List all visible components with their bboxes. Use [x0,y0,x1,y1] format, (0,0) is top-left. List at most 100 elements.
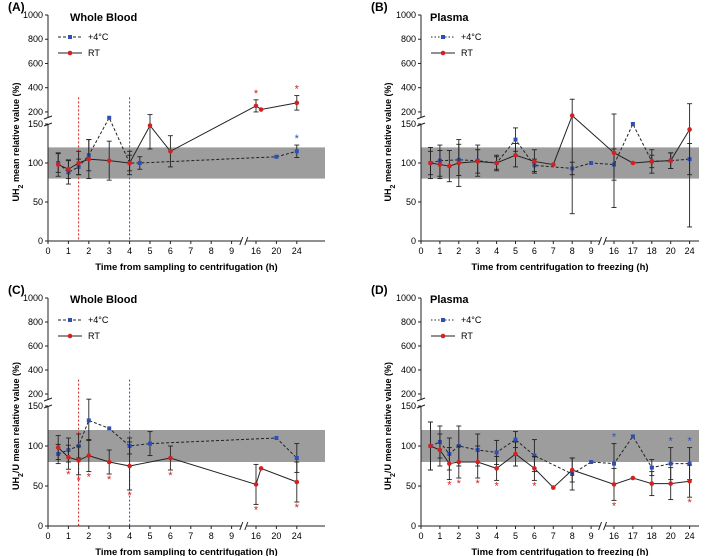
y-tick-label: 150 [401,119,416,129]
reference-band [48,147,325,179]
data-point [274,436,279,440]
significance-star: * [447,480,452,492]
x-tick-label: 6 [532,531,537,541]
x-tick-label: 20 [666,531,676,541]
x-axis-label: Time from centrifugation to freezing (h) [471,547,648,556]
data-point [168,455,173,461]
legend-label: RT [88,331,100,341]
legend-label: RT [461,48,473,58]
data-point [66,454,71,460]
y-tick-label: 600 [28,58,43,68]
data-point [258,466,264,471]
y-label-main: UH [11,477,21,490]
data-point [55,445,61,450]
y-label-rest: mean relative value (%) [11,83,21,185]
y-tick-label: 200 [401,389,416,399]
legend: +4°C RT [431,315,482,341]
y-tick-label: 400 [401,83,416,93]
significance-star: * [494,480,499,492]
y-tick-label: 0 [38,521,43,531]
series-line [57,447,297,486]
y-tick-label: 50 [33,481,43,491]
data-point [475,459,481,465]
y-tick-label: 1000 [23,10,43,20]
data-point [589,161,594,165]
y-tick-label: 50 [406,197,416,207]
y-tick-label: 1000 [396,293,416,303]
legend-marker [68,318,72,322]
significance-star: * [687,497,692,509]
significance-star: * [669,436,674,448]
series-rt: * * [55,84,300,181]
y-tick-label: 50 [406,481,416,491]
x-tick-label: 7 [551,531,556,541]
x-tick-label: 6 [168,531,173,541]
x-tick-label: 0 [45,246,50,256]
x-tick-label: 1 [437,531,442,541]
x-tick-label: 4 [494,531,499,541]
y-tick-label: 150 [401,401,416,411]
significance-star: * [76,475,81,487]
x-tick-label: 20 [666,246,676,256]
x-tick-label: 9 [589,246,594,256]
x-tick-label: 0 [45,531,50,541]
legend-label: RT [461,331,473,341]
x-tick-label: 1 [66,531,71,541]
y-tick-label: 400 [28,83,43,93]
y-axis-label: UH2/U mean relative value (%) [383,362,397,490]
data-point [532,466,537,471]
y-axis-label: UH2/U mean relative value (%) [11,362,25,490]
data-point [630,434,635,439]
x-tick-label: 24 [292,531,302,541]
series-rt [427,98,693,228]
x-tick-label: 0 [418,531,423,541]
x-tick-label: 8 [209,246,214,256]
y-label-subscript: 2 [18,473,25,477]
data-point [428,443,433,449]
y-label-main: UH [383,188,393,201]
legend-label: RT [88,48,100,58]
x-tick-label: 7 [551,246,556,256]
y-label-subscript: 2 [390,184,397,188]
significance-star: * [87,472,92,484]
y-tick-label: 800 [401,34,416,44]
data-point [532,453,537,458]
legend-label: +4°C [461,315,482,325]
x-tick-label: 5 [147,246,152,256]
data-point [66,166,71,172]
x-tick-label: 3 [107,246,112,256]
y-tick-label: 50 [33,197,43,207]
x-break-mark [603,521,608,531]
y-tick-label: 150 [28,401,43,411]
data-point [294,456,299,460]
data-point [253,103,259,109]
x-tick-label: 7 [188,246,193,256]
x-tick-label: 4 [127,531,132,541]
data-point [630,122,635,126]
data-point [258,107,264,112]
data-point [687,127,692,132]
x-break-mark [244,521,249,531]
reference-band [421,430,699,462]
x-axis-label: Time from sampling to centrifugation (h) [95,547,277,556]
y-tick-label: 100 [28,158,43,168]
data-point [513,137,518,142]
x-tick-label: 5 [147,531,152,541]
significance-star: * [254,88,259,100]
y-tick-label: 100 [401,158,416,168]
data-point [106,459,112,465]
x-tick-label: 8 [570,246,575,256]
y-tick-label: 800 [28,34,43,44]
x-tick-label: 4 [127,246,132,256]
panel-label: (C) [8,283,25,297]
data-point [513,437,518,442]
chart-panel-3: (C)Whole Blood0501001502004006008001000U… [8,283,325,556]
data-point [569,113,575,118]
y-label-rest: /U mean relative value (%) [11,362,21,473]
data-point [294,100,300,106]
data-point [253,482,259,487]
x-axis-label: Time from sampling to centrifugation (h) [95,262,277,273]
legend-marker [67,333,73,339]
data-point [668,158,673,163]
